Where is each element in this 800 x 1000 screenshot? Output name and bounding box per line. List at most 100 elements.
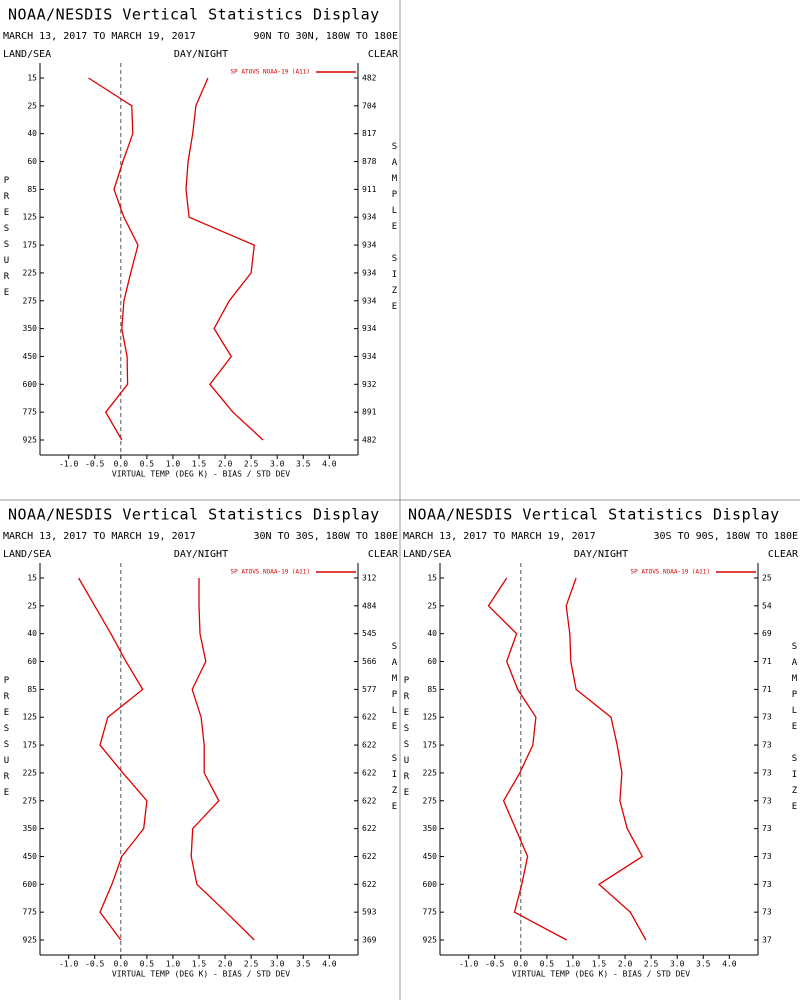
y-tick-label: 600 — [23, 880, 38, 889]
y-tick-label: 450 — [23, 352, 38, 361]
x-tick-label: 0.0 — [514, 960, 529, 969]
x-axis-label: VIRTUAL TEMP (DEG K) - BIAS / STD DEV — [112, 470, 290, 479]
x-tick-label: 1.0 — [166, 460, 181, 469]
y-tick-label: 40 — [27, 129, 37, 138]
sample-size: 934 — [362, 352, 377, 361]
x-tick-label: 2.0 — [618, 960, 633, 969]
sample-size: 566 — [362, 657, 377, 666]
y-tick-label: 350 — [23, 824, 38, 833]
data-line — [487, 577, 568, 941]
sample-size: 593 — [362, 908, 377, 917]
chart-title: NOAA/NESDIS Vertical Statistics Display — [408, 506, 780, 524]
data-line — [565, 577, 647, 941]
sample-size: 817 — [362, 129, 377, 138]
sample-size: 73 — [762, 880, 772, 889]
y2-axis-label: SAMPLE SIZE — [790, 642, 800, 818]
sample-size: 878 — [362, 157, 377, 166]
y-tick-label: 925 — [23, 936, 38, 945]
y-tick-label: 775 — [23, 908, 38, 917]
x-tick-label: 3.0 — [670, 960, 685, 969]
x-axis-label: VIRTUAL TEMP (DEG K) - BIAS / STD DEV — [512, 970, 690, 979]
x-tick-label: 0.5 — [140, 460, 155, 469]
sample-size: 73 — [762, 852, 772, 861]
y-tick-label: 85 — [27, 685, 37, 694]
y-tick-label: 275 — [423, 796, 438, 805]
sample-size: 704 — [362, 101, 377, 110]
sample-size: 37 — [762, 936, 772, 945]
y-tick-label: 85 — [427, 685, 437, 694]
sample-size: 482 — [362, 74, 377, 83]
chart-title: NOAA/NESDIS Vertical Statistics Display — [8, 6, 380, 24]
x-tick-label: 3.0 — [270, 460, 285, 469]
sample-size: 934 — [362, 268, 377, 277]
data-line — [190, 578, 255, 941]
x-tick-label: -1.0 — [59, 960, 78, 969]
sample-size: 934 — [362, 296, 377, 305]
legend-label: SP ATOVS NOAA-19 (A11) — [231, 569, 310, 576]
chart-title: NOAA/NESDIS Vertical Statistics Display — [8, 506, 380, 524]
y-tick-label: 60 — [427, 657, 437, 666]
x-tick-label: 1.5 — [592, 960, 607, 969]
y-tick-label: 225 — [23, 768, 38, 777]
y-tick-label: 125 — [23, 213, 38, 222]
x-tick-label: 1.0 — [566, 960, 581, 969]
x-tick-label: 1.5 — [192, 960, 207, 969]
y-axis-label: PRESSURE — [2, 676, 12, 804]
sample-size: 932 — [362, 380, 377, 389]
x-tick-label: 1.0 — [166, 960, 181, 969]
y-tick-label: 15 — [27, 74, 37, 83]
sample-size: 622 — [362, 741, 377, 750]
x-tick-label: -0.5 — [485, 960, 504, 969]
x-tick-label: 2.5 — [244, 460, 259, 469]
chart-panel: NOAA/NESDIS Vertical Statistics Display M… — [2, 6, 400, 479]
chart-panel: NOAA/NESDIS Vertical Statistics Display M… — [2, 506, 400, 979]
sample-size: 54 — [762, 601, 772, 610]
sample-size: 577 — [362, 685, 377, 694]
x-tick-label: 0.5 — [540, 960, 555, 969]
x-tick-label: -0.5 — [85, 460, 104, 469]
sample-size: 891 — [362, 408, 377, 417]
y-tick-label: 60 — [27, 157, 37, 166]
x-tick-label: 4.0 — [722, 960, 737, 969]
clear: CLEAR — [768, 549, 799, 560]
x-tick-label: 2.5 — [644, 960, 659, 969]
date-range: MARCH 13, 2017 TO MARCH 19, 2017 — [3, 531, 196, 542]
y-tick-label: 925 — [423, 936, 438, 945]
sample-size: 484 — [362, 601, 377, 610]
land-sea: LAND/SEA — [3, 49, 51, 60]
sample-size: 73 — [762, 768, 772, 777]
y-tick-label: 775 — [423, 908, 438, 917]
y-tick-label: 925 — [23, 436, 38, 445]
region: 30N TO 30S, 180W TO 180E — [254, 531, 399, 542]
y-tick-label: 125 — [23, 713, 38, 722]
sample-size: 622 — [362, 713, 377, 722]
date-range: MARCH 13, 2017 TO MARCH 19, 2017 — [3, 31, 196, 42]
legend-label: SP ATOVS NOAA-19 (A11) — [631, 569, 710, 576]
clear: CLEAR — [368, 549, 399, 560]
clear: CLEAR — [368, 49, 399, 60]
x-tick-label: 3.0 — [270, 960, 285, 969]
y-tick-label: 450 — [23, 852, 38, 861]
y-tick-label: 225 — [23, 268, 38, 277]
x-tick-label: 3.5 — [696, 960, 711, 969]
sample-size: 545 — [362, 629, 377, 638]
sample-size: 69 — [762, 629, 772, 638]
x-axis-label: VIRTUAL TEMP (DEG K) - BIAS / STD DEV — [112, 970, 290, 979]
x-tick-label: 2.0 — [218, 460, 233, 469]
x-tick-label: -1.0 — [59, 460, 78, 469]
sample-size: 25 — [762, 574, 772, 583]
data-line — [185, 77, 264, 441]
y-tick-label: 25 — [27, 101, 37, 110]
y-tick-label: 175 — [23, 241, 38, 250]
y-tick-label: 225 — [423, 768, 438, 777]
y-tick-label: 60 — [27, 657, 37, 666]
x-tick-label: 2.5 — [244, 960, 259, 969]
x-tick-label: -1.0 — [459, 960, 478, 969]
data-line — [88, 77, 139, 441]
y-axis-label: PRESSURE — [402, 676, 412, 804]
sample-size: 71 — [762, 685, 772, 694]
sample-size: 934 — [362, 213, 377, 222]
x-tick-label: 3.5 — [296, 960, 311, 969]
chart-panel: NOAA/NESDIS Vertical Statistics Display M… — [402, 506, 800, 979]
